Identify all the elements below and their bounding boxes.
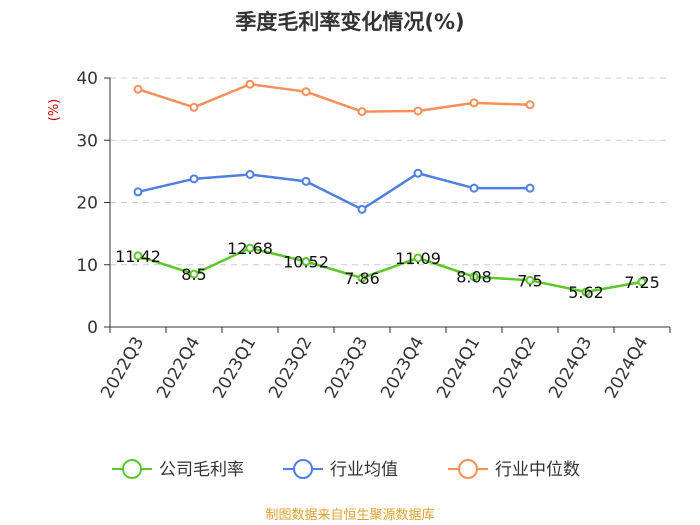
chart-title: 季度毛利率变化情况(%) — [235, 10, 465, 34]
series-line-2 — [137, 171, 530, 211]
y-tick-label: 40 — [76, 69, 98, 89]
x-tick-label: 2024Q3 — [545, 334, 596, 402]
legend-marker — [293, 459, 313, 479]
x-tick-label: 2023Q1 — [209, 334, 260, 402]
data-point — [469, 183, 479, 193]
legend-label: 行业均值 — [330, 460, 398, 480]
y-tick-label: 20 — [76, 194, 98, 214]
data-point — [301, 176, 311, 186]
x-tick-label: 2023Q2 — [265, 334, 316, 402]
data-point — [581, 287, 591, 297]
y-tick-label: 30 — [76, 131, 98, 151]
data-point — [357, 273, 367, 283]
legend-marker — [458, 459, 478, 479]
data-point — [525, 183, 535, 193]
legend-label: 行业中位数 — [495, 460, 580, 480]
data-label: 8.08 — [456, 268, 492, 287]
x-tick-label: 2024Q4 — [601, 334, 652, 402]
legend-item-3[interactable]: 行业中位数 — [448, 459, 580, 480]
data-point — [133, 84, 143, 94]
data-label: 7.5 — [517, 271, 542, 290]
data-label: 10.52 — [283, 253, 329, 272]
y-tick-label: 10 — [76, 256, 98, 276]
x-tick-label: 2023Q4 — [377, 334, 428, 402]
y-tick-label: 0 — [87, 318, 98, 338]
legend-marker — [122, 459, 142, 479]
data-point — [189, 269, 199, 279]
source-note: 制图数据来自恒生聚源数据库 — [265, 508, 435, 523]
series-line-1 — [137, 246, 643, 294]
x-tick-label: 2023Q3 — [321, 334, 372, 402]
data-point — [525, 100, 535, 110]
data-point — [301, 257, 311, 267]
legend-item-1[interactable]: 公司毛利率 — [112, 459, 244, 480]
data-point — [357, 107, 367, 117]
data-point — [357, 204, 367, 214]
y-axis-label: (%) — [47, 99, 62, 122]
data-point — [189, 102, 199, 112]
series-line-3 — [137, 82, 531, 113]
data-point — [245, 169, 255, 179]
data-point — [469, 272, 479, 282]
data-point — [413, 106, 423, 116]
data-point — [469, 98, 479, 108]
data-label: 7.25 — [624, 273, 660, 292]
data-point — [525, 275, 535, 285]
legend-label: 公司毛利率 — [159, 460, 244, 480]
x-tick-label: 2022Q3 — [97, 334, 148, 402]
data-point — [245, 79, 255, 89]
data-label: 5.62 — [568, 283, 604, 302]
data-point — [245, 243, 255, 253]
data-point — [133, 187, 143, 197]
data-label: 12.68 — [227, 239, 273, 258]
data-point — [189, 174, 199, 184]
data-label: 11.09 — [395, 249, 441, 268]
data-label: 8.5 — [181, 265, 206, 284]
data-point — [301, 87, 311, 97]
x-tick-label: 2024Q1 — [433, 334, 484, 402]
x-tick-label: 2024Q2 — [489, 334, 540, 402]
data-point — [413, 168, 423, 178]
data-label: 7.86 — [344, 269, 380, 288]
legend-item-2[interactable]: 行业均值 — [283, 459, 398, 480]
data-point — [133, 251, 143, 261]
data-point — [637, 277, 647, 287]
x-tick-label: 2022Q4 — [153, 334, 204, 402]
data-label: 11.42 — [115, 247, 161, 266]
data-point — [413, 253, 423, 263]
